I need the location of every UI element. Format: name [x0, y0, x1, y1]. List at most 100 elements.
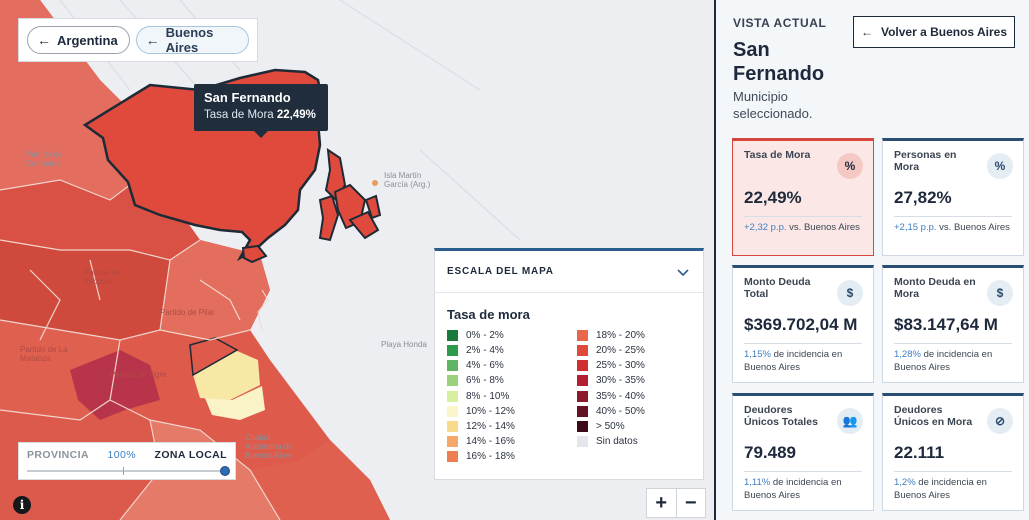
- legend-label: 6% - 8%: [466, 375, 504, 387]
- metric-card-note: 1,15% de incidencia en Buenos Aires: [744, 349, 864, 374]
- legend-swatch: [577, 375, 588, 387]
- legend-swatch: [447, 345, 458, 357]
- legend-item: 30% - 35%: [577, 375, 707, 387]
- zoom-in-button[interactable]: +: [647, 489, 677, 517]
- metric-card-title: Monto Deuda en Mora: [894, 276, 976, 300]
- percent-badge-icon: %: [987, 153, 1013, 179]
- percent-icon: %: [837, 153, 863, 179]
- legend-item: 8% - 10%: [447, 390, 577, 402]
- divider: [744, 343, 862, 344]
- legend-swatch: [577, 435, 588, 447]
- metric-card-value: $369.702,04 M: [744, 315, 858, 334]
- choropleth-map[interactable]: Partido de Campana Partido de Escobar Pa…: [0, 0, 715, 520]
- metric-card-note-highlight: 1,28%: [894, 349, 921, 360]
- arrow-left-icon: ←: [145, 32, 160, 48]
- money-icon: $: [837, 280, 863, 306]
- metric-card[interactable]: Deudores Únicos Totales 👥 79.489 1,11% de i…: [732, 393, 874, 511]
- label-escobar: Partido de Escobar: [84, 268, 121, 286]
- slider-left-label: PROVINCIA: [27, 449, 89, 461]
- legend-swatch: [447, 450, 458, 462]
- back-argentina-label: Argentina: [57, 32, 118, 48]
- metric-card-note-highlight: +2,15 p.p.: [894, 222, 937, 233]
- legend-header[interactable]: ESCALA DEL MAPA: [435, 251, 703, 293]
- metric-card-value: 22.111: [894, 443, 945, 462]
- legend-label: 40% - 50%: [596, 405, 645, 417]
- legend-item: 40% - 50%: [577, 405, 707, 417]
- legend-label: 16% - 18%: [466, 450, 515, 462]
- info-icon[interactable]: i: [13, 496, 31, 514]
- legend-swatch: [447, 390, 458, 402]
- metric-card[interactable]: Monto Deuda en Mora $ $83.147,64 M 1,28% de…: [882, 265, 1024, 383]
- metric-card-note-highlight: +2,32 p.p.: [744, 222, 787, 233]
- legend-item: 10% - 12%: [447, 405, 577, 417]
- metric-card-note-text: de incidencia en Buenos Aires: [894, 349, 993, 373]
- legend-swatch: [577, 360, 588, 372]
- metric-card-note-highlight: 1,2%: [894, 477, 916, 488]
- legend-item: 35% - 40%: [577, 390, 707, 402]
- label-campana: Partido de Campana: [26, 150, 63, 168]
- legend-swatch: [447, 375, 458, 387]
- metric-card-value: 27,82%: [894, 188, 952, 207]
- back-to-province-button[interactable]: ← Volver a Buenos Aires: [853, 16, 1015, 48]
- metric-card-value: 79.489: [744, 443, 796, 462]
- side-panel: VISTA ACTUAL San Fernando Municipio sele…: [714, 0, 1029, 520]
- legend-swatch: [447, 360, 458, 372]
- legend-label: 12% - 14%: [466, 420, 515, 432]
- legend-item: 16% - 18%: [447, 450, 577, 462]
- metric-card[interactable]: Tasa de Mora% 22,49% +2,32 p.p. vs. Buenos…: [732, 138, 874, 256]
- metric-card[interactable]: Deudores Únicos en Mora ⊘ 22.111 1,2% de in…: [882, 393, 1024, 511]
- legend-subtitle: Tasa de mora: [447, 307, 530, 322]
- legend-label: 20% - 25%: [596, 345, 645, 357]
- legend-label: 10% - 12%: [466, 405, 515, 417]
- metric-card-title: Deudores Únicos en Mora: [894, 404, 973, 428]
- metric-card-note: +2,32 p.p. vs. Buenos Aires: [744, 222, 864, 235]
- breadcrumb: ← Argentina ← Buenos Aires: [18, 18, 258, 62]
- chevron-down-icon[interactable]: [675, 264, 691, 280]
- slider-value: 100%: [107, 449, 136, 461]
- legend-item: 12% - 14%: [447, 420, 577, 432]
- scope-slider[interactable]: PROVINCIA 100% ZONA LOCAL: [18, 442, 236, 480]
- metric-card-note-highlight: 1,11%: [744, 477, 771, 488]
- label-playa: Playa Honda: [381, 340, 427, 349]
- metric-card-note-text: de incidencia en Buenos Aires: [744, 477, 842, 501]
- zoom-out-button[interactable]: −: [684, 492, 697, 514]
- legend-label: Sin datos: [596, 435, 638, 447]
- legend-item: 20% - 25%: [577, 345, 707, 357]
- legend-item: 6% - 8%: [447, 375, 577, 387]
- legend-title: ESCALA DEL MAPA: [447, 266, 554, 277]
- slider-tick: [123, 467, 124, 475]
- legend-label: > 50%: [596, 420, 625, 432]
- legend-swatch: [577, 405, 588, 417]
- arrow-left-icon: ←: [37, 32, 51, 48]
- metric-card-title: Deudores Únicos Totales: [744, 404, 818, 428]
- legend-swatch: [447, 330, 458, 342]
- label-caba: Ciudad Autónoma de Buenos Aires: [245, 433, 293, 460]
- page-title: San Fernando: [733, 39, 825, 85]
- metric-card-note-text: de incidencia en Buenos Aires: [744, 349, 843, 373]
- metric-card-title: Monto Deuda Total: [744, 276, 811, 300]
- map-legend: ESCALA DEL MAPA Tasa de mora 0% - 2% 18% …: [434, 248, 704, 480]
- tooltip-metric: Tasa de Mora 22,49%: [204, 109, 318, 121]
- divider: [744, 216, 862, 217]
- slider-thumb[interactable]: [220, 466, 230, 476]
- label-isla: Isla Martín García (Arg.): [384, 171, 431, 189]
- legend-item: 25% - 30%: [577, 360, 707, 372]
- legend-label: 8% - 10%: [466, 390, 510, 402]
- legend-item: 2% - 4%: [447, 345, 577, 357]
- back-argentina-button[interactable]: ← Argentina: [27, 26, 130, 54]
- metric-card[interactable]: Personas en Mora% 27,82% +2,15 p.p. vs. Bu…: [882, 138, 1024, 256]
- users-icon: 👥: [837, 408, 863, 434]
- legend-item: [577, 451, 707, 462]
- label-pilar: Partido de Pilar: [160, 308, 215, 317]
- label-matanza: Partido de La Matanza: [20, 345, 68, 363]
- legend-label: 25% - 30%: [596, 360, 645, 372]
- metric-card-value: 22,49%: [744, 188, 802, 207]
- metric-card[interactable]: Monto Deuda Total $ $369.702,04 M 1,15% de …: [732, 265, 874, 383]
- legend-swatch: [577, 330, 588, 342]
- metric-card-note: 1,11% de incidencia en Buenos Aires: [744, 477, 864, 502]
- divider: [894, 216, 1012, 217]
- tooltip-metric-label: Tasa de Mora: [204, 109, 274, 121]
- slider-track[interactable]: [27, 466, 230, 476]
- back-buenos-aires-button[interactable]: ← Buenos Aires: [135, 25, 249, 55]
- legend-swatch: [447, 435, 458, 447]
